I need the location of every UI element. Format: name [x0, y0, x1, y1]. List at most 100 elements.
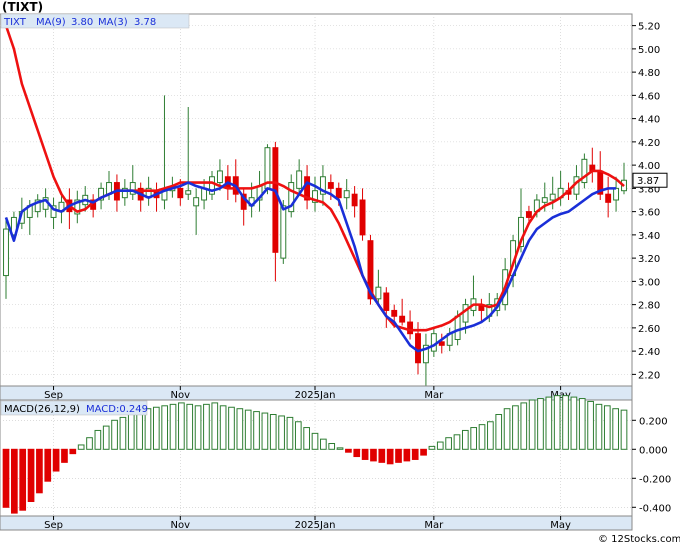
macd-y-axis: 0.200 0.000 -0.200 -0.400: [632, 416, 671, 514]
candle: [193, 188, 200, 235]
date-tick-top-label: Mar: [424, 390, 444, 401]
candle-body: [209, 176, 215, 195]
macd-bar: [236, 408, 244, 450]
candle-body: [613, 187, 620, 201]
candle-body: [185, 190, 192, 195]
candle-body: [10, 216, 17, 236]
macd-bar: [578, 398, 586, 450]
macd-bar: [453, 434, 461, 450]
candle-body: [98, 187, 105, 201]
macd-bar: [77, 444, 85, 450]
macd-bar: [553, 395, 561, 450]
macd-bar: [595, 403, 603, 450]
candle: [98, 182, 105, 210]
macd-bar: [36, 448, 43, 494]
candle: [399, 298, 406, 326]
macd-bar: [587, 400, 594, 450]
candle: [129, 165, 136, 200]
candle: [34, 194, 41, 218]
price-panel: 5.20 5.00 4.80 4.60 4.40 4.20 4.00 3.80 3.60 3.40…: [0, 13, 660, 387]
last-price-text: 3.87: [637, 176, 659, 187]
price-y-tick-label: 3.60: [638, 208, 660, 219]
macd-bar: [119, 416, 127, 450]
candle: [296, 159, 303, 195]
candle: [525, 205, 532, 224]
candle-body: [359, 199, 366, 236]
macd-bar: [328, 443, 336, 450]
macd-bar: [478, 424, 486, 450]
candle: [422, 333, 429, 386]
candle: [272, 141, 279, 282]
candle-body: [34, 199, 41, 213]
macd-legend-box: [0, 400, 148, 416]
candle-body: [367, 240, 374, 300]
candle-body: [280, 205, 287, 259]
candle-body: [383, 292, 390, 311]
candle: [74, 190, 81, 224]
candle: [581, 153, 588, 189]
macd-bar: [102, 425, 110, 450]
macd-bar: [528, 399, 536, 450]
macd-bar: [253, 411, 260, 450]
candle-body: [74, 199, 81, 215]
macd-bar: [487, 421, 494, 450]
macd-bar: [86, 437, 93, 450]
macd-bar: [69, 448, 77, 455]
candle-body: [121, 187, 128, 199]
macd-bar: [2, 448, 10, 508]
candle-body: [351, 193, 358, 207]
date-tick-bottom-label: Nov: [171, 520, 191, 531]
candle: [312, 176, 318, 212]
candle-body: [216, 170, 223, 184]
macd-bar: [186, 403, 194, 450]
chart-title: (TIXT): [2, 0, 43, 14]
candle: [343, 179, 350, 210]
macd-bar: [620, 409, 628, 450]
macd-bar: [44, 448, 52, 482]
moving-averages: [4, 25, 625, 353]
candle: [383, 287, 390, 328]
macd-bar: [286, 416, 294, 450]
price-y-tick-label: 5.20: [638, 22, 660, 33]
candle-body: [177, 187, 184, 199]
macd-bar: [520, 402, 528, 450]
macd-bar: [612, 408, 619, 450]
macd-bar: [261, 412, 269, 450]
macd-bar: [161, 405, 169, 450]
candle: [613, 176, 620, 212]
price-y-tick-label: 2.20: [638, 370, 660, 381]
candle: [407, 310, 414, 340]
macd-bar: [303, 427, 310, 450]
date-axis-top: SepNov2025JanMarMayJul: [44, 386, 571, 401]
candle: [185, 107, 192, 200]
macd-bar: [403, 448, 411, 462]
macd-bar: [378, 448, 386, 463]
macd-bar: [178, 402, 185, 450]
macd-bar: [353, 448, 361, 458]
macd-bar: [495, 414, 503, 450]
date-tick-bottom-label: 2025Jan: [295, 520, 336, 531]
candle-body: [391, 309, 398, 317]
price-y-tick-label: 4.00: [638, 161, 660, 172]
macd-bar: [320, 438, 327, 450]
macd-bar: [436, 441, 444, 450]
candle: [319, 165, 326, 206]
date-tick-top-label: Nov: [171, 390, 191, 401]
price-y-tick-label: 4.60: [638, 91, 660, 102]
price-grid: [0, 14, 632, 386]
candle: [121, 179, 128, 206]
price-y-tick-label: 3.80: [638, 184, 660, 195]
ma-blue-line: [4, 181, 617, 353]
candle: [50, 197, 57, 230]
macd-bar: [336, 447, 344, 450]
price-y-tick-label: 2.60: [638, 324, 660, 335]
candle-body: [454, 315, 461, 340]
candle-body: [415, 333, 421, 364]
candle-body: [399, 315, 406, 323]
price-legend: TIXT MA(9) 3.80 MA(3) 3.78: [0, 13, 190, 29]
macd-bar: [61, 448, 68, 463]
macd-bar: [428, 445, 436, 450]
macd-bar: [420, 448, 427, 456]
macd-bar: [244, 409, 252, 450]
